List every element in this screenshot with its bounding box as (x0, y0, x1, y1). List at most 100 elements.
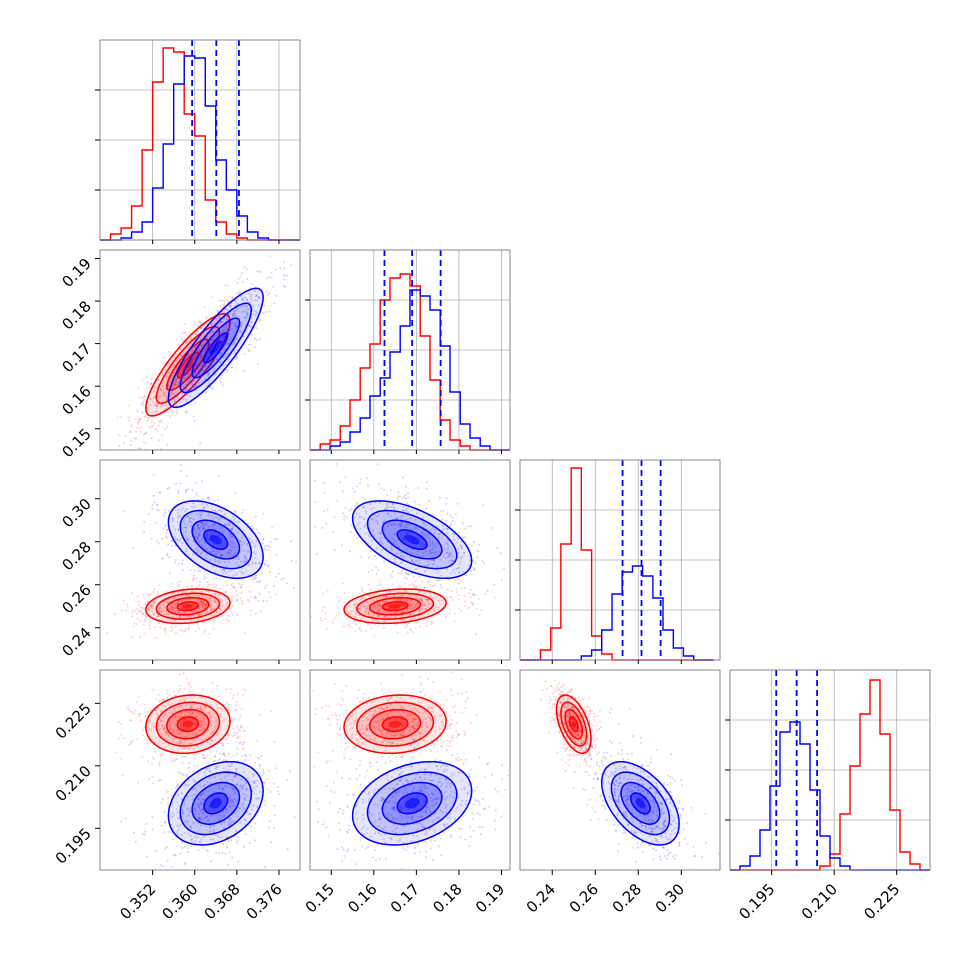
sample-point (200, 838, 203, 841)
sample-point (153, 396, 156, 398)
sample-point (235, 572, 238, 575)
sample-point (456, 588, 459, 591)
sample-point (393, 611, 396, 614)
sample-point (211, 547, 214, 550)
sample-point (143, 521, 146, 523)
sample-point (255, 528, 258, 531)
sample-point (266, 293, 269, 296)
sample-point (202, 785, 205, 787)
sample-point (210, 740, 213, 743)
sample-point (198, 602, 201, 605)
sample-point (165, 601, 168, 604)
sample-point (181, 809, 184, 812)
sample-point (446, 527, 448, 530)
sample-point (173, 398, 176, 401)
sample-point (172, 411, 174, 414)
sample-point (436, 525, 439, 528)
sample-point (249, 596, 252, 599)
sample-point (196, 546, 199, 549)
sample-point (231, 366, 233, 369)
sample-point (263, 587, 266, 590)
sample-point (384, 749, 387, 752)
sample-point (260, 755, 263, 757)
sample-point (209, 379, 212, 382)
sample-point (228, 552, 231, 554)
sample-point (195, 714, 198, 717)
sample-point (206, 580, 209, 583)
sample-point (367, 534, 370, 537)
sample-point (215, 552, 218, 555)
sample-point (259, 610, 262, 613)
sample-point (217, 560, 220, 563)
scatter-panel-1-0 (99, 249, 301, 451)
sample-point (187, 814, 190, 817)
sample-point (197, 566, 200, 569)
sample-point (218, 527, 221, 530)
sample-point (159, 609, 162, 612)
sample-point (212, 838, 214, 841)
sample-point (159, 491, 162, 494)
sample-point (234, 557, 237, 560)
sample-point (409, 528, 412, 531)
sample-point (405, 519, 408, 521)
sample-point (152, 782, 155, 785)
sample-point (425, 608, 428, 611)
sample-point (205, 596, 208, 599)
sample-point (493, 583, 496, 586)
sample-point (170, 757, 173, 760)
sample-point (217, 310, 220, 313)
sample-point (231, 598, 234, 601)
sample-point (151, 762, 153, 765)
sample-point (192, 770, 195, 773)
sample-point (185, 710, 188, 713)
sample-point (191, 711, 194, 714)
sample-point (296, 743, 298, 745)
sample-point (230, 321, 233, 324)
sample-point (253, 546, 256, 548)
sample-point (369, 765, 372, 768)
sample-point (226, 864, 229, 867)
sample-point (199, 580, 202, 583)
sample-point (189, 727, 192, 730)
sample-point (253, 337, 256, 340)
sample-point (262, 769, 265, 772)
sample-point (244, 798, 247, 801)
sample-point (168, 608, 171, 611)
sample-point (146, 739, 149, 742)
sample-point (149, 386, 152, 389)
sample-point (172, 363, 175, 366)
sample-point (402, 594, 405, 597)
sample-point (170, 582, 173, 585)
sample-point (396, 497, 399, 500)
sample-point (228, 536, 231, 539)
sample-point (389, 515, 392, 518)
sample-point (158, 439, 161, 442)
sample-point (208, 382, 211, 385)
sample-point (157, 608, 160, 610)
sample-point (250, 540, 253, 543)
sample-point (472, 569, 475, 571)
sample-point (343, 515, 346, 518)
sample-point (211, 330, 214, 333)
sample-point (270, 841, 273, 844)
sample-point (203, 574, 206, 577)
contour-line (381, 601, 409, 612)
sample-point (247, 522, 250, 525)
sample-point (199, 609, 202, 612)
sample-point (405, 526, 408, 528)
sample-point (211, 296, 214, 299)
sample-point (220, 729, 223, 732)
sample-point (202, 364, 205, 367)
sample-point (383, 560, 386, 563)
sample-point (373, 613, 376, 615)
sample-point (176, 602, 179, 605)
sample-point (120, 820, 123, 823)
sample-point (194, 385, 197, 388)
sample-point (201, 503, 204, 506)
sample-point (381, 616, 384, 619)
sample-point (190, 383, 193, 386)
sample-point (139, 606, 142, 609)
sample-point (200, 801, 203, 804)
sample-point (240, 540, 242, 543)
sample-point (172, 371, 175, 374)
